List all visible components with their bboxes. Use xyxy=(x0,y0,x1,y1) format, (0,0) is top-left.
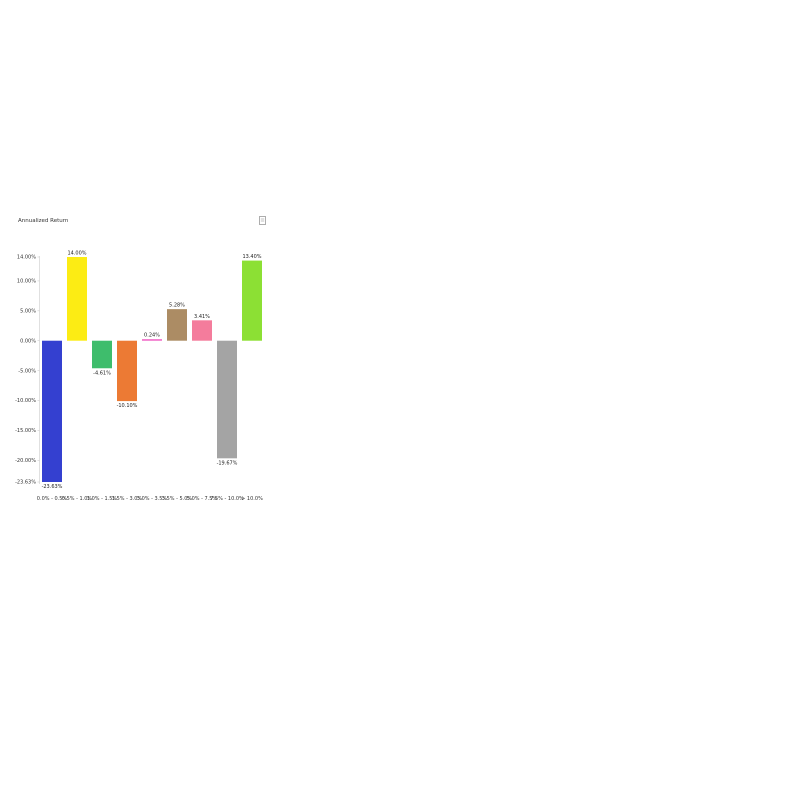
x-tick-label: 1.5% - 3.0% xyxy=(112,496,143,502)
data-label: -19.67% xyxy=(217,460,238,466)
x-tick-label: 5.0% - 7.5% xyxy=(187,496,218,502)
bar[interactable] xyxy=(167,309,187,341)
y-tick-label: -15.00% xyxy=(15,428,36,434)
x-tick-label: 3.0% - 3.5% xyxy=(137,496,168,502)
data-labels: -23.63% 14.00% -4.61% -10.10% 0.24% 5.28% 3.41… xyxy=(42,251,262,491)
data-label: 14.00% xyxy=(67,251,86,257)
data-label: 0.24% xyxy=(144,333,160,339)
bar[interactable] xyxy=(92,340,112,369)
bar[interactable] xyxy=(67,257,87,341)
chart-title: Annualized Return xyxy=(18,218,69,224)
bar[interactable] xyxy=(242,260,262,341)
bar[interactable] xyxy=(142,339,162,341)
x-tick-label: 3.5% - 5.0% xyxy=(162,496,193,502)
data-label: 3.41% xyxy=(194,314,210,320)
y-tick-label: -10.00% xyxy=(15,398,36,404)
y-tick-label: -5.00% xyxy=(18,368,36,374)
x-tick-label: 0.5% - 1.0% xyxy=(62,496,93,502)
y-tick-label: 14.00% xyxy=(17,255,36,261)
bar[interactable] xyxy=(192,320,212,341)
chart-card: Annualized Return 14.00% 10.00% 5.00% 0.00%… xyxy=(14,212,270,508)
x-tick-label: 0.0% - 0.5% xyxy=(37,496,68,502)
data-label: 5.28% xyxy=(169,303,185,309)
x-axis-ticks: 0.0% - 0.5%0.5% - 1.0%1.0% - 1.5%1.5% - … xyxy=(37,496,263,502)
bar[interactable] xyxy=(117,340,137,402)
y-tick-label: -20.00% xyxy=(15,458,36,464)
x-tick-label: 1.0% - 1.5% xyxy=(87,496,118,502)
data-label: 13.40% xyxy=(242,254,261,260)
y-tick-label: 0.00% xyxy=(20,338,36,344)
y-tick-label: 10.00% xyxy=(17,279,36,285)
bar[interactable] xyxy=(42,340,62,482)
bar[interactable] xyxy=(217,340,237,459)
y-tick-label: 5.00% xyxy=(20,309,36,315)
data-label: -23.63% xyxy=(42,484,63,490)
y-tick-label: -23.63% xyxy=(15,480,36,486)
document-icon[interactable] xyxy=(259,216,266,225)
x-tick-label: > 10.0% xyxy=(241,496,263,502)
x-tick-label: 7.5% - 10.0% xyxy=(210,496,244,502)
bars xyxy=(42,257,262,482)
y-axis-ticks: 14.00% 10.00% 5.00% 0.00% -5.00% -10.00% -15.0… xyxy=(15,255,40,486)
data-label: -10.10% xyxy=(117,403,138,409)
bar-chart: 14.00% 10.00% 5.00% 0.00% -5.00% -10.00% -15.0… xyxy=(15,251,263,503)
data-label: -4.61% xyxy=(93,370,111,376)
